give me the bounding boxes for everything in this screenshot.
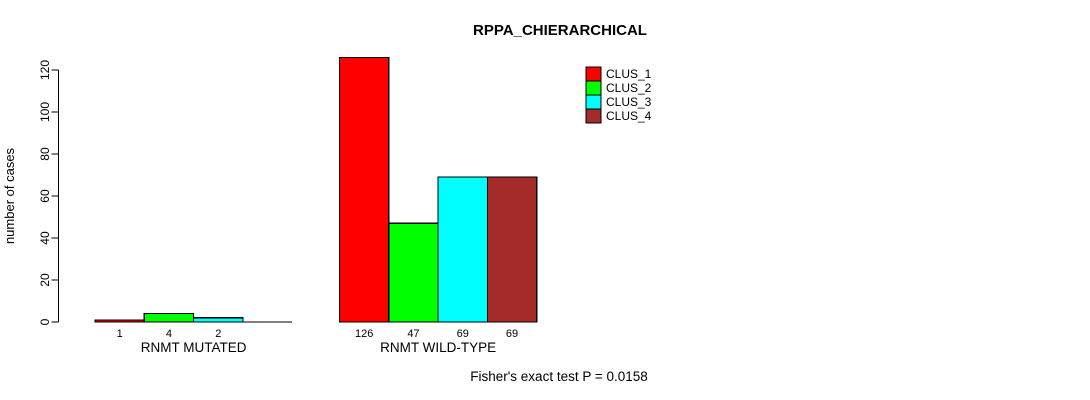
legend-swatch-clus_1: [585, 66, 602, 82]
x-category-label: RNMT WILD-TYPE: [380, 340, 496, 355]
bar-clus_4: [486, 176, 538, 323]
bar-series: [94, 56, 538, 323]
y-tick-label: 0: [38, 318, 52, 325]
bar-value-label: 69: [506, 328, 518, 340]
legend-swatch-clus_2: [585, 80, 602, 96]
bar-clus_3: [437, 176, 489, 323]
bar-value-label: 4: [166, 328, 172, 340]
legend-label-clus_1: CLUS_1: [606, 67, 652, 81]
legend-label-clus_3: CLUS_3: [606, 95, 652, 109]
group-labels: RNMT MUTATED RNMT WILD-TYPE: [141, 340, 496, 355]
y-tick-label: 40: [38, 231, 52, 245]
bar-value-label: 126: [355, 328, 373, 340]
bar-value-labels: 1 4 2 126 47 69 69: [117, 328, 519, 340]
y-tick-label: 60: [38, 189, 52, 203]
x-category-label: RNMT MUTATED: [141, 340, 247, 355]
y-tick-label: 100: [38, 102, 52, 122]
legend-label-clus_2: CLUS_2: [606, 81, 652, 95]
y-tick-label: 20: [38, 273, 52, 287]
y-tick-label: 120: [38, 60, 52, 80]
legend-label-clus_4: CLUS_4: [606, 109, 652, 123]
legend-swatch-clus_4: [585, 108, 602, 124]
bar-value-label: 47: [407, 328, 419, 340]
bar-value-label: 2: [215, 328, 221, 340]
y-axis-title: number of cases: [2, 147, 17, 244]
bar-clus_2: [143, 313, 195, 323]
bar-clus_1: [94, 319, 145, 323]
bar-clus_1: [338, 56, 390, 323]
chart-title: RPPA_CHIERARCHICAL: [473, 22, 647, 39]
legend-swatch-clus_3: [585, 94, 602, 110]
y-axis: 0 20 40 60 80 100 120: [38, 60, 60, 325]
bar-clus_3: [193, 317, 244, 323]
bar-value-label: 1: [117, 328, 123, 340]
bar-clus_2: [388, 222, 439, 323]
bar-value-label: 69: [457, 328, 469, 340]
statistical-annotation: Fisher's exact test P = 0.0158: [470, 369, 648, 384]
y-tick-label: 80: [38, 147, 52, 161]
